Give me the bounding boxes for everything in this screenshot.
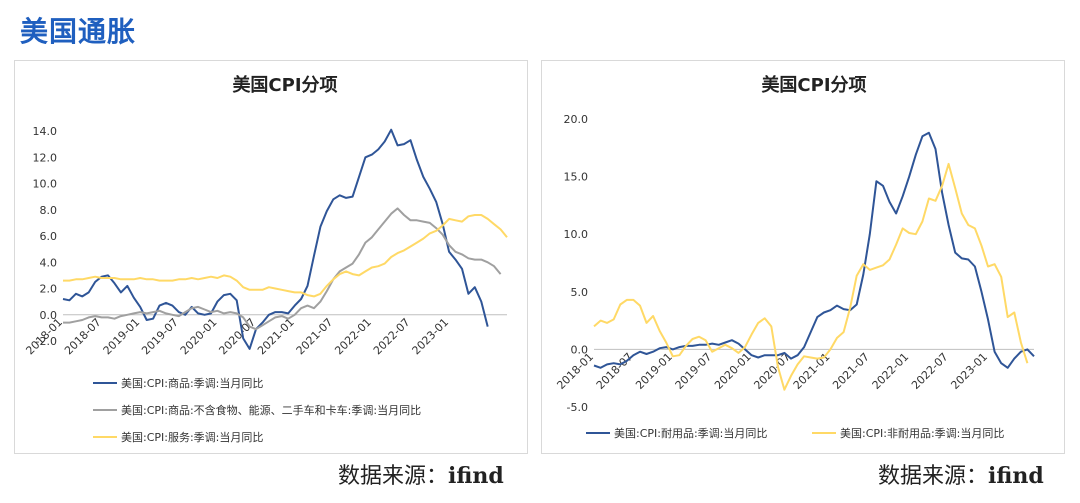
y-tick-label: 4.0: [40, 256, 58, 269]
x-tick-label: 2022-01: [332, 316, 374, 358]
source-note-right: 数据来源：ifind: [878, 458, 1044, 490]
x-tick-label: 2021-01: [255, 316, 297, 358]
legend-label: 美国:CPI:非耐用品:季调:当月同比: [840, 426, 1004, 440]
x-tick-label: 2019-01: [101, 316, 143, 358]
x-tick-label: 2023-01: [948, 350, 990, 392]
series-line-2: [63, 207, 502, 331]
chart-title: 美国CPI分项: [232, 74, 337, 96]
y-tick-label: 14.0: [33, 125, 58, 138]
y-tick-label: -5.0: [567, 401, 588, 414]
y-tick-label: 6.0: [40, 230, 58, 243]
y-tick-label: 12.0: [33, 151, 58, 164]
y-tick-label: 20.0: [564, 113, 589, 126]
source-label: 数据来源：: [338, 464, 449, 489]
x-tick-label: 2018-07: [594, 350, 636, 392]
y-tick-label: 8.0: [40, 204, 58, 217]
chart-title: 美国CPI分项: [761, 74, 866, 96]
y-tick-label: 15.0: [564, 171, 589, 184]
x-tick-label: 2020-01: [712, 350, 754, 392]
x-tick-label: 2019-01: [633, 350, 675, 392]
x-tick-label: 2019-07: [673, 350, 715, 392]
series-line-1: [593, 131, 1035, 369]
x-tick-label: 2022-07: [371, 316, 413, 358]
y-tick-label: 5.0: [571, 286, 589, 299]
x-tick-label: 2021-07: [830, 350, 872, 392]
y-tick-label: 0.0: [571, 343, 589, 356]
series-line-2: [593, 162, 1029, 391]
x-tick-label: 2020-07: [216, 316, 258, 358]
y-tick-label: 2.0: [40, 283, 58, 296]
source-value: ifind: [448, 463, 504, 489]
chart-panel-left: 美国CPI分项 14.0 12.0 10.0 8.0 6.0 4.0 2.0 0.0 -2.0 20…: [14, 60, 528, 454]
legend-label: 美国:CPI:耐用品:季调:当月同比: [614, 426, 767, 440]
chart-right: 美国CPI分项 20.0 15.0 10.0 5.0 0.0 -5.0 2018-012018…: [554, 74, 1035, 440]
source-note-left: 数据来源：ifind: [338, 458, 504, 490]
source-label: 数据来源：: [878, 464, 989, 489]
chart-panel-right: 美国CPI分项 20.0 15.0 10.0 5.0 0.0 -5.0 2018-01 2018…: [541, 60, 1065, 454]
y-tick-label: 10.0: [33, 178, 58, 191]
y-tick-label: 10.0: [564, 228, 589, 241]
x-tick-label: 2022-01: [870, 350, 912, 392]
source-value: ifind: [988, 463, 1044, 489]
x-tick-label: 2018-01: [554, 350, 596, 392]
y-tick-label: -2.0: [36, 335, 57, 348]
x-tick-label: 2018-01: [23, 316, 65, 358]
y-tick-label: 0.0: [40, 309, 58, 322]
x-tick-label: 2023-01: [410, 316, 452, 358]
x-tick-label: 2020-01: [178, 316, 220, 358]
legend-label: 美国:CPI:服务:季调:当月同比: [121, 430, 263, 444]
legend-label: 美国:CPI:商品:季调:当月同比: [121, 376, 263, 390]
chart-left: 美国CPI分项14.012.010.08.06.04.02.00.0-2.020…: [23, 74, 508, 444]
x-tick-label: 2022-07: [909, 350, 951, 392]
page-heading: 美国通胀: [20, 15, 137, 48]
series-line-1: [62, 128, 489, 350]
series-line-3: [63, 214, 508, 298]
legend-label: 美国:CPI:商品:不含食物、能源、二手车和卡车:季调:当月同比: [121, 403, 421, 417]
x-tick-label: 2019-07: [139, 316, 181, 358]
x-tick-label: 2021-07: [294, 316, 336, 358]
